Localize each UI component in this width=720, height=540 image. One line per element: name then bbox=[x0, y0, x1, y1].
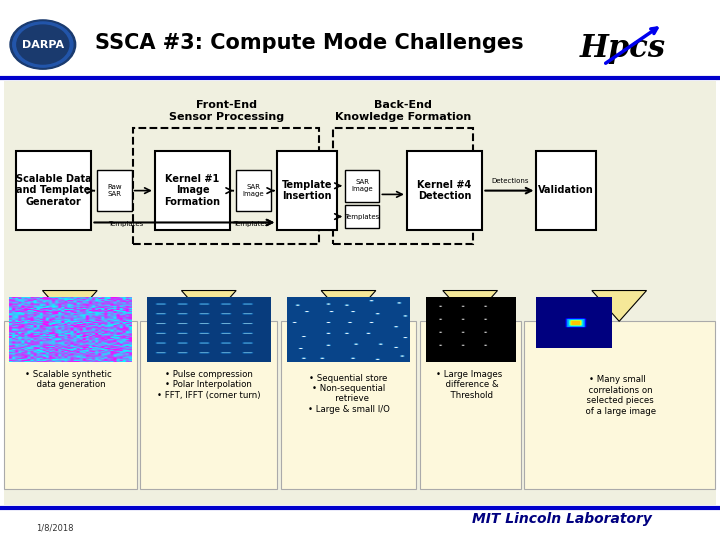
FancyBboxPatch shape bbox=[420, 321, 521, 489]
Text: SAR
Image: SAR Image bbox=[351, 179, 373, 192]
Text: Back-End
Knowledge Formation: Back-End Knowledge Formation bbox=[335, 100, 471, 122]
Text: SAR
Image: SAR Image bbox=[243, 184, 264, 197]
Text: • Scalable synthetic
  data generation: • Scalable synthetic data generation bbox=[25, 370, 112, 389]
FancyBboxPatch shape bbox=[407, 151, 482, 230]
Text: • Pulse compression
• Polar Interpolation
• FFT, IFFT (corner turn): • Pulse compression • Polar Interpolatio… bbox=[157, 370, 261, 400]
Text: Validation: Validation bbox=[539, 185, 594, 195]
FancyBboxPatch shape bbox=[155, 151, 230, 230]
Text: DARPA: DARPA bbox=[22, 39, 64, 50]
Text: SSCA #3: Compute Mode Challenges: SSCA #3: Compute Mode Challenges bbox=[95, 33, 524, 53]
FancyBboxPatch shape bbox=[277, 151, 337, 230]
Text: Kernel #4
Detection: Kernel #4 Detection bbox=[418, 179, 472, 201]
Text: Templates: Templates bbox=[233, 221, 268, 227]
Polygon shape bbox=[321, 291, 376, 321]
FancyBboxPatch shape bbox=[4, 321, 137, 489]
Text: • Large Images
  difference &
  Threshold: • Large Images difference & Threshold bbox=[436, 370, 503, 400]
FancyBboxPatch shape bbox=[4, 81, 716, 505]
FancyBboxPatch shape bbox=[16, 151, 91, 230]
Text: Raw
SAR: Raw SAR bbox=[107, 184, 122, 197]
FancyBboxPatch shape bbox=[97, 170, 132, 211]
FancyBboxPatch shape bbox=[524, 321, 715, 489]
FancyBboxPatch shape bbox=[0, 0, 720, 78]
FancyBboxPatch shape bbox=[236, 170, 271, 211]
FancyBboxPatch shape bbox=[281, 321, 416, 489]
Text: Hpcs: Hpcs bbox=[580, 33, 666, 64]
Polygon shape bbox=[181, 291, 236, 321]
FancyBboxPatch shape bbox=[140, 321, 277, 489]
Circle shape bbox=[13, 22, 73, 67]
Circle shape bbox=[17, 25, 69, 64]
FancyBboxPatch shape bbox=[345, 205, 379, 228]
Polygon shape bbox=[42, 291, 97, 321]
Text: MIT Lincoln Laboratory: MIT Lincoln Laboratory bbox=[472, 512, 652, 526]
Text: • Many small
  correlations on
  selected pieces
  of a large image: • Many small correlations on selected pi… bbox=[580, 375, 656, 415]
Text: Template
Insertion: Template Insertion bbox=[282, 179, 333, 201]
Polygon shape bbox=[592, 291, 647, 321]
Text: Detections: Detections bbox=[491, 178, 528, 184]
Text: Templates: Templates bbox=[109, 221, 143, 227]
Text: Front-End
Sensor Processing: Front-End Sensor Processing bbox=[168, 100, 284, 122]
Text: • Sequential store
• Non-sequential
   retrieve
• Large & small I/O: • Sequential store • Non-sequential retr… bbox=[307, 374, 390, 414]
Text: Kernel #1
Image
Formation: Kernel #1 Image Formation bbox=[165, 174, 220, 207]
Polygon shape bbox=[443, 291, 498, 321]
Text: 1/8/2018: 1/8/2018 bbox=[36, 524, 73, 532]
Text: Scalable Data
and Template
Generator: Scalable Data and Template Generator bbox=[16, 174, 91, 207]
FancyBboxPatch shape bbox=[345, 170, 379, 202]
FancyBboxPatch shape bbox=[536, 151, 596, 230]
Text: Templates: Templates bbox=[345, 213, 379, 220]
Circle shape bbox=[10, 20, 76, 69]
